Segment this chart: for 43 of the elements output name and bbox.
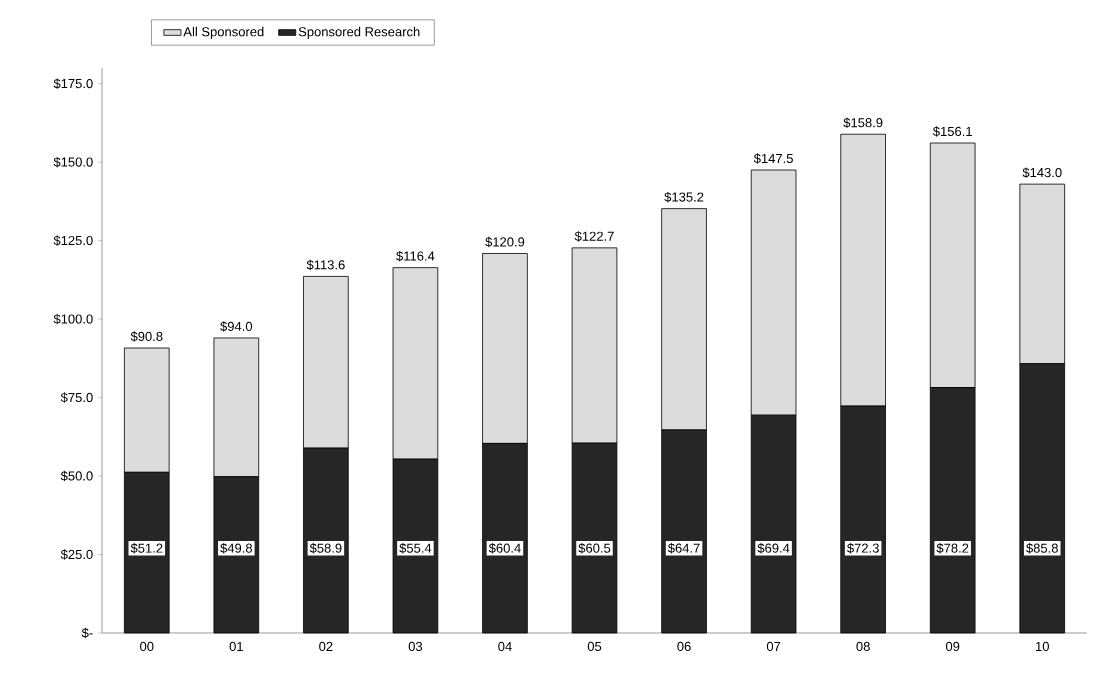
y-tick-label: $150.0 <box>53 156 93 168</box>
x-tick-label: 03 <box>408 641 423 651</box>
legend-label: Sponsored Research <box>298 26 420 39</box>
x-tick-label: 01 <box>229 641 243 651</box>
total-label: $156.1 <box>932 126 972 137</box>
y-tick-label: $75.0 <box>60 392 93 403</box>
total-label: $143.0 <box>1022 167 1062 178</box>
data-label: $49.8 <box>220 542 253 554</box>
x-tick-label: 10 <box>1036 641 1049 651</box>
y-tick-label: $25.0 <box>60 549 93 560</box>
data-label: $58.9 <box>309 542 342 554</box>
total-label: $113.6 <box>306 259 345 271</box>
y-tick-label: $125.0 <box>53 235 93 246</box>
total-label: $120.9 <box>485 236 525 248</box>
total-label: $94.0 <box>220 321 253 332</box>
data-label: $85.8 <box>1026 542 1058 554</box>
total-label: $90.8 <box>130 331 163 342</box>
y-tick-label: $- <box>81 627 93 639</box>
data-label: $78.2 <box>936 542 969 554</box>
total-label: $158.9 <box>843 117 883 129</box>
y-tick-label: $175.0 <box>53 78 93 89</box>
data-label: $69.4 <box>757 542 790 554</box>
total-label: $147.5 <box>753 153 793 164</box>
x-tick-label: 04 <box>498 641 512 651</box>
data-label: $55.4 <box>399 542 432 554</box>
total-label: $116.4 <box>396 250 435 262</box>
data-label: $60.5 <box>578 542 611 554</box>
legend-label: All Sponsored <box>183 26 264 39</box>
x-tick-label: 00 <box>140 641 154 651</box>
total-label: $135.2 <box>664 191 704 203</box>
total-label: $122.7 <box>574 231 614 242</box>
data-label: $60.4 <box>488 542 521 554</box>
y-tick-label: $50.0 <box>60 470 93 482</box>
y-tick-label: $100.0 <box>53 313 93 325</box>
x-tick-label: 06 <box>677 641 691 651</box>
x-tick-label: 09 <box>945 641 960 651</box>
data-label: $64.7 <box>667 542 700 554</box>
data-label: $72.3 <box>847 542 879 554</box>
x-tick-label: 02 <box>319 641 333 651</box>
x-tick-label: 05 <box>587 641 602 651</box>
x-tick-label: 07 <box>766 641 781 651</box>
data-label: $51.2 <box>130 542 163 554</box>
x-tick-label: 08 <box>856 641 870 651</box>
